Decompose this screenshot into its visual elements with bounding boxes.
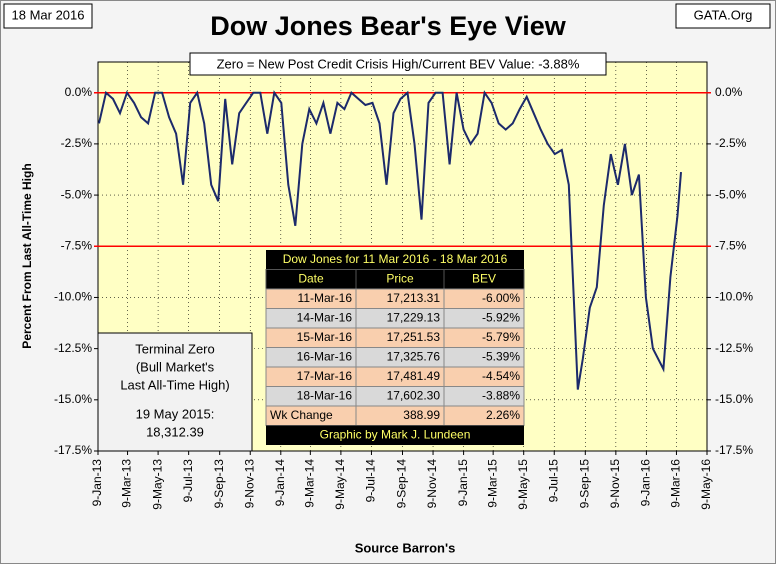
x-tick-label: 9-Nov-14: [425, 459, 439, 509]
y2-tick-label: -5.0%: [715, 187, 747, 201]
x-tick-label: 9-Jan-13: [90, 459, 104, 507]
x-tick-label: 9-Sep-15: [577, 459, 591, 509]
table-cell: -5.92%: [482, 310, 520, 324]
table-cell: 17,251.53: [387, 330, 441, 344]
table-cell: -3.88%: [482, 388, 520, 402]
table-cell: 17,325.76: [387, 349, 441, 363]
y2-tick-label: -2.5%: [715, 136, 747, 150]
table-header: Price: [386, 271, 414, 285]
y2-tick-label: -12.5%: [715, 341, 753, 355]
table-cell: -5.39%: [482, 349, 520, 363]
table-title-bg: [266, 250, 524, 270]
y2-tick-label: -7.5%: [715, 238, 747, 252]
terminal-box: [97, 332, 253, 452]
source-label: GATA.Org: [694, 7, 753, 22]
table-header: BEV: [472, 271, 496, 285]
table-cell: 15-Mar-16: [297, 330, 353, 344]
data-line: [98, 90, 682, 390]
y-tick-label: 0.0%: [65, 85, 93, 99]
table-cell: -5.79%: [482, 330, 520, 344]
table-cell: 11-Mar-16: [298, 291, 353, 305]
y-tick-label: -17.5%: [54, 443, 92, 457]
terminal-text: (Bull Market's: [136, 359, 215, 374]
y-tick-label: -5.0%: [61, 187, 93, 201]
table-cell: -4.54%: [482, 369, 520, 383]
x-tick-label: 9-Jan-16: [639, 459, 653, 507]
x-tick-label: 9-Nov-13: [242, 459, 256, 509]
x-tick-label: 9-May-16: [699, 459, 713, 510]
table-cell: 17,213.31: [387, 291, 441, 305]
table-cell: 17,602.30: [387, 388, 441, 402]
x-tick-label: 9-Mar-15: [485, 459, 499, 508]
table-cell: 17,229.13: [387, 310, 441, 324]
y-axis-label: Percent From Last All-Time High: [20, 163, 34, 348]
y-tick-label: -2.5%: [61, 136, 93, 150]
table-footer: Graphic by Mark J. Lundeen: [320, 427, 471, 441]
date-label: 18 Mar 2016: [12, 7, 85, 22]
x-tick-label: 9-Jan-15: [456, 459, 470, 507]
terminal-value: 18,312.39: [146, 424, 204, 439]
terminal-text: Last All-Time High): [120, 377, 229, 392]
y-tick-label: -7.5%: [61, 238, 93, 252]
y-tick-label: -15.0%: [54, 392, 92, 406]
x-tick-label: 9-Mar-14: [303, 459, 317, 508]
date-box: [3, 3, 93, 29]
terminal-text: Terminal Zero: [135, 341, 214, 356]
subtitle-box: [189, 52, 607, 76]
y2-tick-label: -15.0%: [715, 392, 753, 406]
x-tick-label: 9-Jul-15: [546, 459, 560, 503]
subtitle: Zero = New Post Credit Crisis High/Curre…: [217, 56, 580, 71]
x-tick-label: 9-Jul-14: [364, 459, 378, 503]
table-header: Date: [298, 271, 324, 285]
table-cell: 17-Mar-16: [297, 369, 353, 383]
x-tick-label: 9-May-15: [516, 459, 530, 510]
table-cell: 388.99: [403, 408, 440, 422]
x-tick-label: 9-May-13: [150, 459, 164, 510]
y-tick-label: -10.0%: [54, 290, 92, 304]
x-tick-label: 9-Sep-14: [395, 459, 409, 509]
table-cell: Wk Change: [270, 408, 333, 422]
terminal-date: 19 May 2015:: [136, 406, 215, 421]
table-cell: 16-Mar-16: [297, 349, 353, 363]
x-tick-label: 9-Mar-13: [120, 459, 134, 508]
table-footer-bg: [266, 425, 524, 445]
table-cell: -6.00%: [482, 291, 520, 305]
x-tick-label: 9-Mar-16: [669, 459, 683, 508]
y2-tick-label: -10.0%: [715, 290, 753, 304]
x-tick-label: 9-May-14: [333, 459, 347, 510]
table-cell: 14-Mar-16: [297, 310, 353, 324]
table-title: Dow Jones for 11 Mar 2016 - 18 Mar 2016: [283, 252, 508, 266]
x-tick-label: 9-Jul-13: [181, 459, 195, 503]
x-tick-label: 9-Sep-13: [212, 459, 226, 509]
source-box: [675, 3, 771, 29]
y-tick-label: -12.5%: [54, 341, 92, 355]
x-axis-label: Source Barron's: [355, 540, 456, 555]
table-cell: 2.26%: [486, 408, 520, 422]
x-tick-label: 9-Jan-14: [273, 459, 287, 507]
y2-tick-label: 0.0%: [715, 85, 743, 99]
table-cell: 17,481.49: [387, 369, 441, 383]
table-cell: 18-Mar-16: [297, 388, 353, 402]
chart-title: Dow Jones Bear's Eye View: [210, 11, 567, 41]
y2-tick-label: -17.5%: [715, 443, 753, 457]
x-tick-label: 9-Nov-15: [608, 459, 622, 509]
